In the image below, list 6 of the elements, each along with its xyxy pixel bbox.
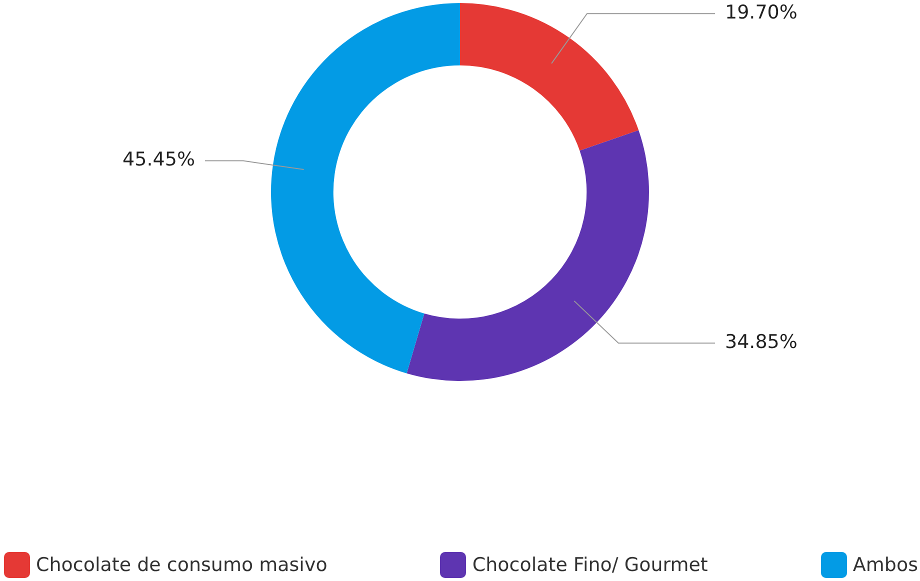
legend-label: Chocolate de consumo masivo	[36, 554, 328, 576]
data-label: 45.45%	[122, 148, 195, 171]
legend-label: Chocolate Fino/ Gourmet	[472, 554, 708, 576]
data-label: 34.85%	[725, 331, 798, 354]
data-label: 19.70%	[725, 2, 798, 24]
legend-label: Ambos	[852, 554, 918, 576]
